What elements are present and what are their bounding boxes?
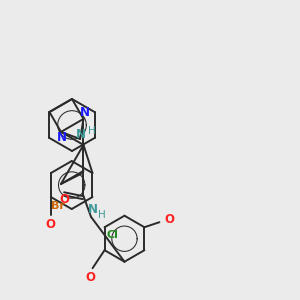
Text: O: O (59, 193, 69, 206)
Text: N: N (76, 128, 85, 141)
Text: N: N (88, 203, 98, 216)
Text: H: H (98, 210, 106, 220)
Text: N: N (57, 131, 67, 144)
Text: O: O (85, 271, 96, 284)
Text: H: H (88, 126, 95, 136)
Text: O: O (164, 213, 174, 226)
Text: Br: Br (51, 201, 64, 211)
Text: Cl: Cl (106, 230, 119, 240)
Text: N: N (80, 106, 89, 119)
Text: O: O (45, 218, 55, 230)
